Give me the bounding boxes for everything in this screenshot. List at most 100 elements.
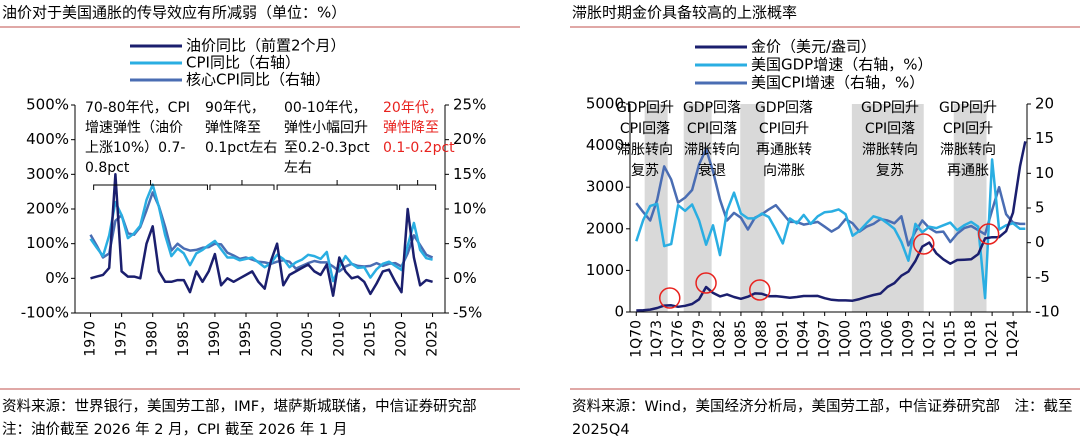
x-tick-label: 1Q76 — [670, 320, 686, 358]
legend-label: 美国CPI增速（右轴，%） — [751, 74, 924, 92]
annotation: 0.1-0.2pct — [383, 140, 455, 156]
y2-tick-label: 15% — [453, 165, 486, 183]
x-tick-label: 1Q97 — [817, 320, 833, 358]
annotation: 0.8pct — [85, 160, 130, 176]
highlight-circle — [695, 272, 717, 294]
y-tick-label: 4000 — [586, 136, 624, 154]
source-note: 资料来源：世界银行，美国劳工部，IMF，堪萨斯城联储，中信证券研究部 注：油价截… — [2, 399, 492, 438]
x-tick-label: 1Q73 — [649, 320, 665, 358]
y2-tick-label: 15 — [1035, 129, 1054, 147]
annotation: 滞胀转向 — [940, 142, 996, 158]
legend-label: 美国GDP增速（右轴，%） — [751, 56, 932, 74]
x-tick-label: 1Q85 — [733, 320, 749, 358]
annotation: 再通胀转 — [756, 142, 812, 158]
annotation: 滞胀转向 — [684, 142, 740, 158]
series-line — [90, 173, 433, 297]
annotation: 再通胀 — [947, 163, 989, 179]
annotation: CPI回升 — [943, 121, 993, 137]
y-tick-label: 1000 — [586, 261, 624, 279]
bracket — [209, 180, 275, 190]
x-tick-label: 1Q94 — [796, 320, 812, 358]
x-tick-label: 1995 — [238, 321, 254, 357]
y2-tick-label: -5% — [453, 304, 482, 322]
charts: 油价对于美国通胀的传导效应有所减弱（单位：%） 滞胀时期金价具备较高的上涨概率 … — [0, 4, 1080, 390]
annotation: 弹性小幅回升 — [284, 120, 368, 136]
legend-label: 金价（美元/盎司） — [751, 38, 876, 56]
y-tick-label: 500% — [26, 96, 69, 114]
highlight-circle — [749, 279, 771, 301]
shaded-period — [851, 104, 924, 312]
x-tick-label: 2015 — [362, 321, 378, 357]
annotation: 滞胀转向 — [862, 142, 918, 158]
y2-tick-label: 5 — [1035, 199, 1045, 217]
annotation: 00-10年代， — [284, 100, 367, 116]
annotation: 0.1pct左右 — [205, 140, 277, 156]
annotation: 上涨10%）0.7- — [85, 140, 185, 156]
x-tick-label: 1980 — [145, 321, 161, 357]
y-tick-label: 400% — [26, 130, 69, 148]
annotation: 90年代， — [205, 100, 265, 116]
shaded-period — [740, 104, 765, 312]
x-tick-label: 2025 — [425, 321, 441, 357]
x-tick-label: 1975 — [114, 321, 130, 357]
annotation: GDP回升 — [939, 100, 997, 116]
x-tick-label: 1Q03 — [859, 320, 875, 358]
x-tick-label: 1Q91 — [775, 320, 791, 358]
y-tick-label: 2000 — [586, 219, 624, 237]
annotation: 70-80年代，CPI — [85, 100, 190, 116]
annotation: GDP回落 — [755, 100, 813, 116]
y-tick-label: 0 — [614, 303, 624, 321]
x-tick-label: 2010 — [331, 321, 347, 357]
y-tick-label: 100% — [26, 234, 69, 252]
x-tick-label: 1985 — [176, 321, 192, 357]
annotation: 向滞胀 — [763, 163, 805, 179]
x-tick-label: 1Q18 — [963, 320, 979, 358]
annotation: 复苏 — [631, 162, 659, 179]
y2-tick-label: 10% — [453, 200, 486, 218]
bracket — [276, 180, 398, 190]
y2-tick-label: 10 — [1035, 164, 1054, 182]
legend-label: CPI同比（右轴） — [186, 54, 300, 72]
highlight-circle — [977, 223, 1000, 245]
highlight-circle — [659, 287, 681, 309]
annotation: 复苏 — [876, 162, 904, 179]
series-line — [635, 147, 1026, 247]
annotation: 衰退 — [698, 162, 726, 179]
x-tick-label: 2005 — [300, 321, 316, 357]
annotation: CPI回落 — [865, 121, 915, 137]
bracket — [93, 180, 208, 190]
annotation: CPI回落 — [620, 121, 670, 137]
legend-label: 核心CPI同比（右轴） — [186, 71, 330, 89]
shaded-period — [953, 104, 987, 312]
y2-tick-label: 20% — [453, 130, 486, 148]
chart-title: 滞胀时期金价具备较高的上涨概率 — [572, 4, 797, 22]
annotation: GDP回升 — [616, 100, 674, 116]
annotation: GDP回升 — [861, 100, 919, 116]
annotation: 至0.2-0.3pct — [284, 140, 370, 156]
annotation: 左右 — [284, 160, 312, 176]
y2-tick-label: 0 — [1035, 233, 1045, 251]
series-line — [89, 183, 433, 283]
x-tick-label: 1Q82 — [712, 320, 728, 358]
y2-tick-label: -5 — [1035, 268, 1050, 286]
x-tick-label: 1Q79 — [691, 320, 707, 358]
x-tick-label: 2020 — [393, 321, 409, 357]
x-tick-label: 1Q06 — [879, 320, 895, 358]
x-tick-label: 2000 — [269, 321, 285, 357]
annotation: CPI回落 — [687, 121, 737, 137]
highlight-circle — [912, 233, 935, 255]
source-note: 资料来源：Wind，美国经济分析局，美国劳工部，中信证券研究部 注：截至 202… — [572, 399, 1073, 438]
y-tick-label: 300% — [26, 165, 69, 183]
shaded-period — [644, 104, 668, 312]
series-line — [635, 158, 1026, 300]
y2-tick-label: 25% — [453, 96, 486, 114]
legend-label: 油价同比（前置2个月） — [186, 37, 346, 55]
y-tick-label: 0% — [45, 269, 69, 287]
bracket — [399, 180, 437, 190]
x-tick-label: 1Q15 — [942, 320, 958, 358]
y2-tick-label: -10 — [1035, 303, 1060, 321]
x-tick-label: 1Q24 — [1005, 320, 1021, 358]
x-tick-label: 1Q21 — [984, 320, 1000, 358]
y2-tick-label: 20 — [1035, 95, 1054, 113]
x-tick-label: 1Q00 — [838, 320, 854, 358]
